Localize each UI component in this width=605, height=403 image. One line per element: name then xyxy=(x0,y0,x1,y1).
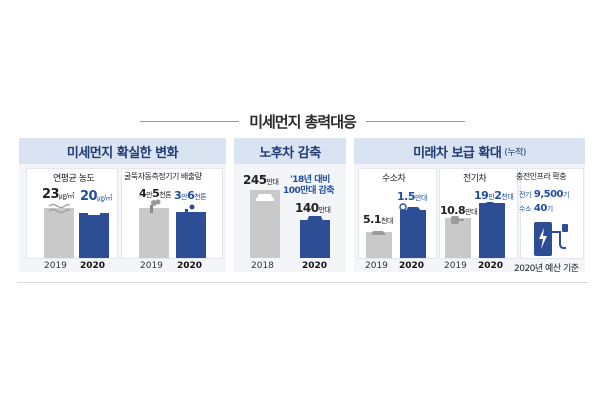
hydrogen-caption: 수소차 xyxy=(382,174,406,184)
year-label: 2020 xyxy=(478,261,504,271)
chimney-2019-value: 4만5천톤 xyxy=(139,187,172,200)
bar-electric-2020 xyxy=(479,203,505,258)
charging-station-icon xyxy=(534,222,568,256)
year-label: 2020 xyxy=(302,261,328,271)
hydrogen-2019-value: 5.1천대 xyxy=(363,213,393,226)
year-label: 2020 xyxy=(177,261,203,271)
oldcar-note-line1: '18년 대비 xyxy=(290,175,330,185)
year-label: 2019 xyxy=(44,261,67,271)
bar-oldcar-2018 xyxy=(250,190,280,258)
chimney-caption: 굴뚝자동측정기기 배출량 xyxy=(124,172,202,181)
year-label: 2019 xyxy=(444,261,467,271)
avg-2020-value: 20㎍/㎥ xyxy=(80,189,112,204)
oldcar-2018-value: 245만대 xyxy=(243,173,279,187)
year-label: 2020 xyxy=(80,261,106,271)
car-icon xyxy=(256,194,274,201)
bar-hydrogen-2019 xyxy=(366,232,392,258)
bar-avg-2019 xyxy=(44,208,74,258)
factory-icon xyxy=(185,204,195,216)
electric-2019-value: 10.8만대 xyxy=(440,204,478,217)
plug-icon xyxy=(486,202,499,210)
haze-icon xyxy=(48,203,70,214)
infra-footnote: 2020년 예산 기준 xyxy=(514,264,579,274)
year-label: 2020 xyxy=(399,261,425,271)
year-label: 2019 xyxy=(365,261,388,271)
header-oldcar: 노후차 감축 xyxy=(234,138,346,164)
header-dust: 미세먼지 확실한 변화 xyxy=(19,138,226,164)
main-title: 미세먼지 총력대응 xyxy=(0,111,605,132)
avg-caption: 연평균 농도 xyxy=(53,174,95,184)
avg-2019-value: 23㎍/㎥ xyxy=(42,187,74,202)
header-future: 미래차 보급 확대 (누적) xyxy=(354,138,585,164)
bar-hydrogen-2020 xyxy=(400,210,426,258)
plug-icon xyxy=(451,216,464,224)
factory-smoke-icon xyxy=(150,199,161,213)
chimney-2020-value: 3만6천톤 xyxy=(174,189,207,202)
infra-caption: 충전인프라 확충 xyxy=(516,172,567,181)
bar-chimney-2020 xyxy=(176,212,206,258)
oldcar-note-line2: 100만대 감축 xyxy=(283,186,335,196)
electric-caption: 전기차 xyxy=(463,174,487,184)
infra-electric-value: 전기 9,500기 xyxy=(519,189,569,200)
house-icon xyxy=(88,205,100,215)
hydrogen-car-icon xyxy=(399,203,421,211)
hydrogen-2020-value: 1.5만대 xyxy=(397,190,427,203)
year-label: 2019 xyxy=(140,261,163,271)
card-chimney-emissions xyxy=(121,168,223,259)
bar-oldcar-2020 xyxy=(300,220,330,258)
car-icon xyxy=(306,216,324,223)
electric-2020-value: 19만2천대 xyxy=(474,189,514,202)
hydrogen-car-icon xyxy=(371,231,386,235)
infra-hydrogen-value: 수소 40기 xyxy=(519,203,553,214)
year-label: 2018 xyxy=(251,261,274,271)
bar-chimney-2019 xyxy=(139,208,169,258)
bar-avg-2020 xyxy=(79,213,109,258)
bar-electric-2019 xyxy=(445,218,471,258)
oldcar-2020-value: 140만대 xyxy=(295,201,331,215)
